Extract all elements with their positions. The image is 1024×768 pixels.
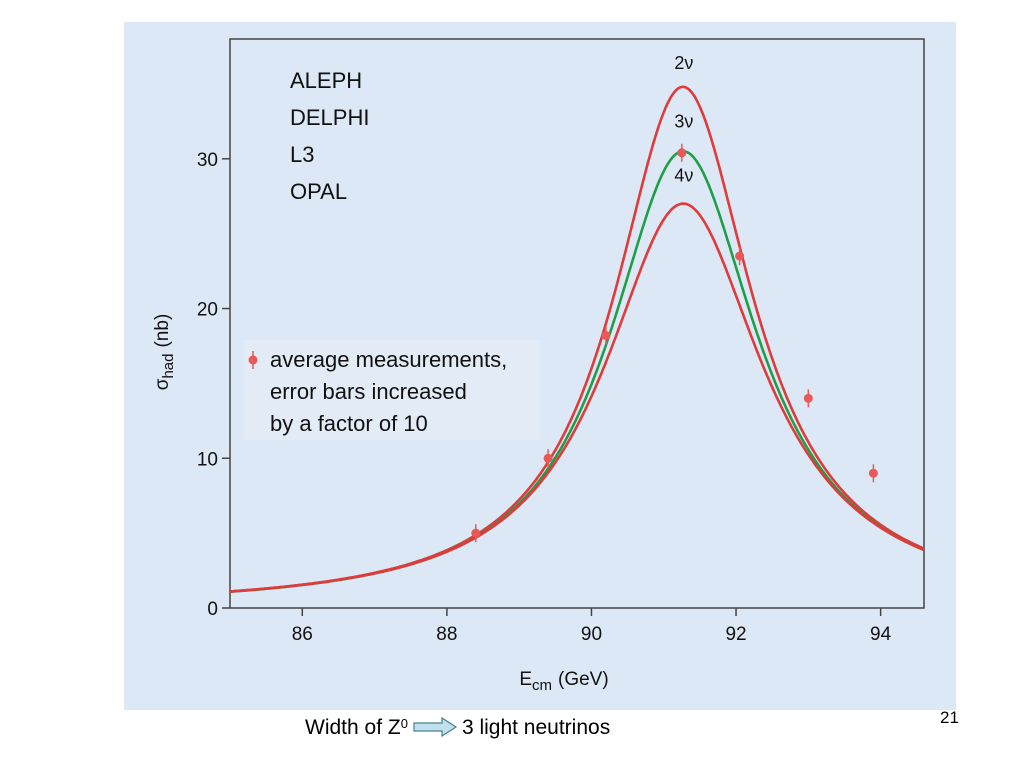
legend-line-1: average measurements, bbox=[270, 347, 507, 372]
legend-line-2: error bars increased bbox=[270, 379, 467, 404]
chart-figure: 0 10 20 30 86 88 90 92 94 2ν 3ν 4ν ALEPH DELPHI L… bbox=[124, 22, 956, 710]
x-tick-label: 86 bbox=[292, 624, 313, 645]
measurement-point bbox=[803, 389, 813, 408]
caption-suffix: 3 light neutrinos bbox=[461, 716, 611, 739]
y-axis-label: σhad(nb) bbox=[152, 314, 177, 391]
right-arrow-icon bbox=[413, 716, 458, 738]
measurement-point bbox=[471, 524, 481, 543]
series-curve bbox=[229, 85, 925, 593]
experiment-list: ALEPH DELPHI L3 OPAL bbox=[290, 68, 369, 204]
y-tick-label: 30 bbox=[197, 150, 218, 171]
experiment-delphi: DELPHI bbox=[290, 105, 369, 130]
series-curve bbox=[229, 202, 925, 593]
legend: average measurements, error bars increas… bbox=[244, 340, 540, 440]
experiment-aleph: ALEPH bbox=[290, 68, 362, 93]
measurement-point bbox=[868, 464, 878, 483]
y-tick-label: 0 bbox=[207, 599, 218, 620]
y-tick-label: 10 bbox=[197, 449, 218, 470]
legend-line-3: by a factor of 10 bbox=[270, 411, 428, 436]
measurement-point bbox=[543, 449, 553, 468]
x-axis-label: Ecm (GeV) bbox=[519, 669, 608, 694]
x-tick-label: 92 bbox=[725, 624, 746, 645]
experiment-l3: L3 bbox=[290, 142, 314, 167]
measurement-point bbox=[735, 247, 745, 266]
x-tick-label: 90 bbox=[581, 624, 602, 645]
caption-prefix: Width of Z bbox=[305, 716, 401, 739]
legend-marker bbox=[248, 351, 258, 369]
chart-svg: 0 10 20 30 86 88 90 92 94 2ν 3ν 4ν ALEPH DELPHI L… bbox=[152, 38, 925, 694]
series-label: 2ν bbox=[674, 53, 693, 73]
caption-superscript: 0 bbox=[400, 716, 408, 731]
x-tick-label: 88 bbox=[436, 624, 457, 645]
y-tick-label: 20 bbox=[197, 300, 218, 321]
experiment-opal: OPAL bbox=[290, 179, 347, 204]
series-label: 4ν bbox=[674, 166, 693, 186]
measurement-point bbox=[677, 143, 687, 162]
x-tick-label: 94 bbox=[870, 624, 892, 645]
legend-box bbox=[244, 340, 540, 440]
series-label: 3ν bbox=[674, 111, 693, 131]
page-number: 21 bbox=[940, 708, 959, 727]
plot-frame bbox=[229, 38, 925, 609]
measurement-point bbox=[601, 326, 611, 345]
